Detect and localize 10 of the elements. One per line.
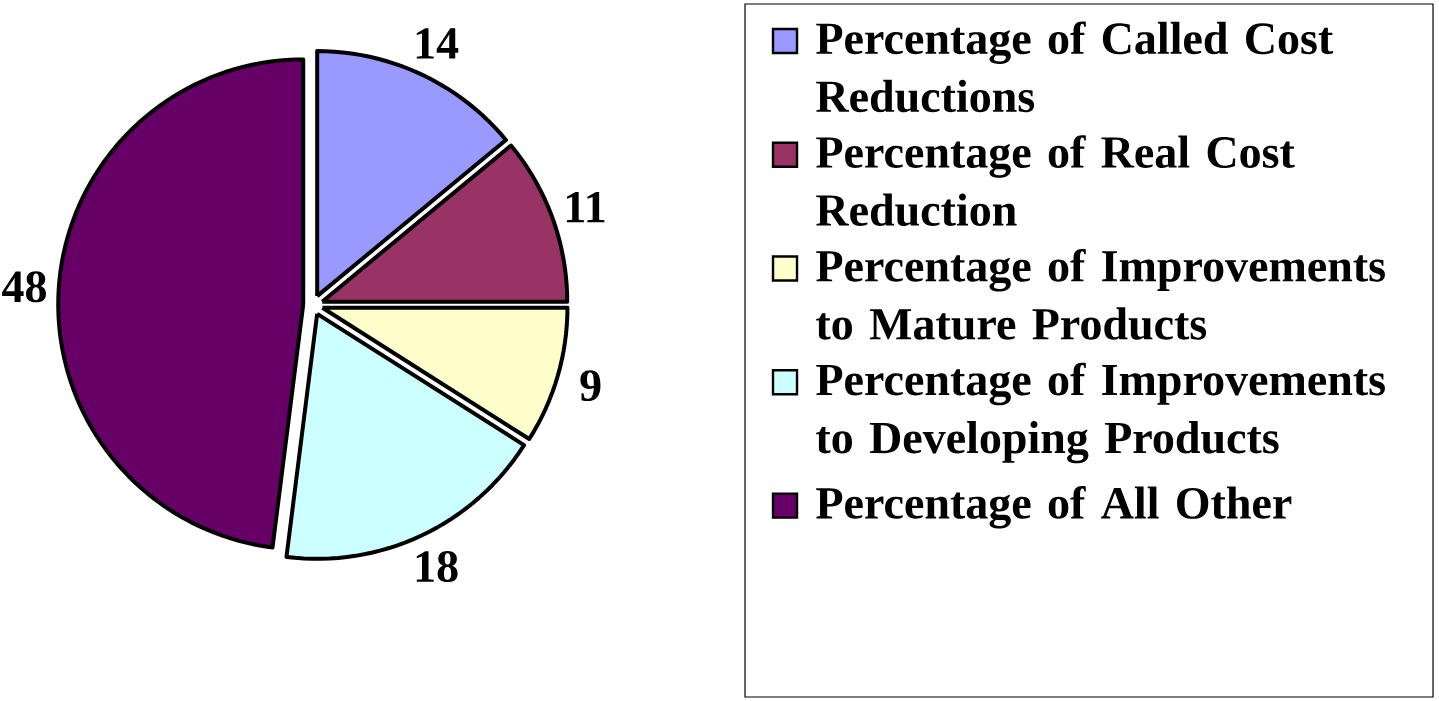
data-label: 9 [580,370,601,402]
data-label: 11 [566,191,605,223]
data-label: 18 [416,551,458,583]
data-label: 48 [2,271,46,303]
legend-label: Percentage of Real Cost Reduction [816,135,1295,227]
data-label: 14 [416,28,459,59]
legend-label: Percentage of Called Cost Reductions [816,21,1333,113]
legend-label: Percentage of Improvements to Mature Products [816,248,1385,340]
legend-label: Percentage of All Other [816,485,1292,529]
legend-label: Percentage of Improvements to Developing Products [816,362,1385,464]
